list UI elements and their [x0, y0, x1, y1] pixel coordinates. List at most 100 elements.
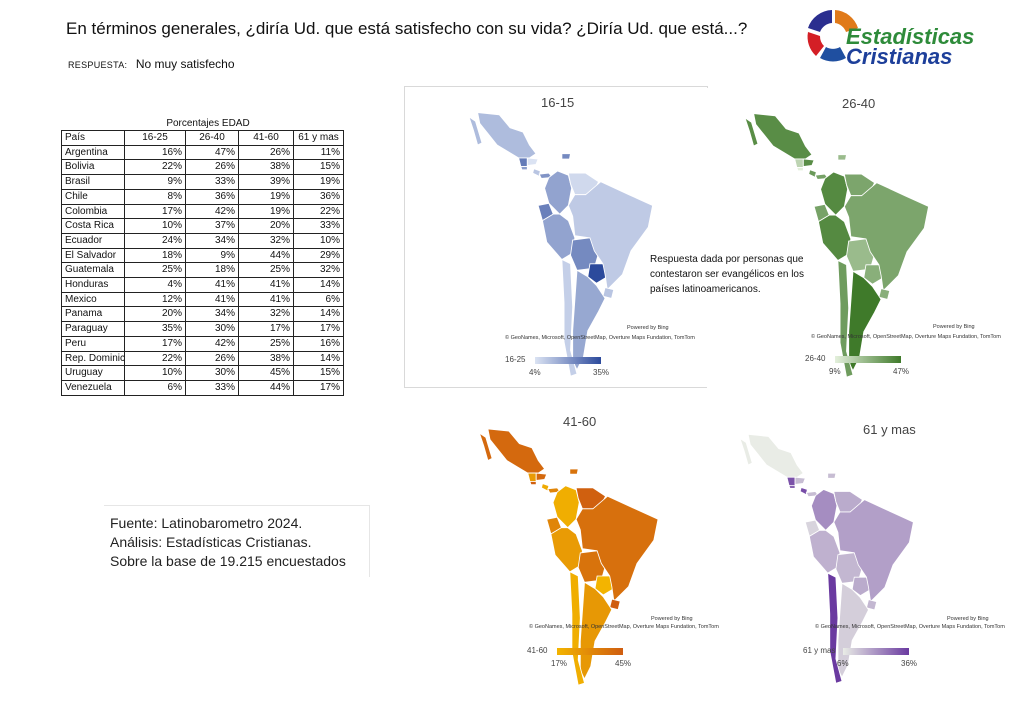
value-cell: 18%: [185, 262, 239, 279]
powered-by-label: Powered by Bing: [933, 324, 975, 330]
value-cell: 15%: [293, 365, 344, 381]
country-uruguay: [865, 599, 878, 611]
legend-color-scale: [843, 648, 909, 655]
value-cell: 12%: [124, 291, 186, 308]
country-uruguay: [602, 287, 615, 299]
country-rep-dominicana: [827, 472, 837, 479]
value-cell: 36%: [185, 188, 239, 205]
value-cell: 17%: [124, 203, 186, 220]
country-paraguay: [863, 264, 884, 285]
country-mexico: [744, 113, 813, 160]
country-peru: [550, 527, 583, 573]
value-cell: 26%: [185, 350, 239, 367]
value-cell: 37%: [185, 218, 239, 234]
country-rep-dominicana: [561, 153, 572, 160]
value-cell: 32%: [238, 232, 294, 249]
powered-by-label: Powered by Bing: [947, 616, 989, 622]
legend-min: 6%: [837, 659, 849, 668]
legend-min: 9%: [829, 367, 841, 376]
value-cell: 4%: [124, 277, 186, 293]
powered-by-label: Powered by Bing: [651, 616, 693, 622]
table-row: Venezuela 6% 33% 44% 17%: [61, 379, 344, 396]
value-cell: 44%: [238, 247, 294, 264]
country-cell: Bolivia: [61, 159, 125, 176]
country-cell: El Salvador: [61, 247, 125, 264]
value-cell: 10%: [124, 365, 186, 381]
value-cell: 16%: [293, 335, 344, 352]
country-honduras: [535, 472, 548, 481]
country-cell: Paraguay: [61, 321, 125, 337]
response-row: RESPUESTA: No muy satisfecho: [68, 55, 235, 73]
country-guatemala: [518, 157, 528, 168]
country-cell: Argentina: [61, 144, 125, 161]
country-paraguay: [851, 576, 872, 597]
country-brasil: [567, 181, 654, 291]
value-cell: 14%: [293, 306, 344, 323]
country-honduras: [802, 158, 815, 168]
country-cell: Guatemala: [61, 262, 125, 279]
country-costa-rica: [532, 168, 541, 177]
value-cell: 22%: [293, 203, 344, 220]
value-cell: 19%: [238, 203, 294, 220]
country-cell: Honduras: [61, 277, 125, 293]
country-mexico: [478, 428, 546, 474]
value-cell: 25%: [124, 262, 186, 279]
value-cell: 34%: [185, 306, 239, 323]
country-rep-dominicana: [837, 154, 848, 161]
value-cell: 32%: [293, 262, 344, 279]
value-cell: 35%: [124, 321, 186, 337]
country-cell: Panama: [61, 306, 125, 323]
value-cell: 22%: [124, 350, 186, 367]
table-header-cell: País: [61, 130, 125, 146]
country-cell: Mexico: [61, 291, 125, 308]
choropleth-map: [468, 112, 654, 377]
country-el-salvador: [796, 167, 804, 172]
country-honduras: [794, 476, 806, 485]
value-cell: 19%: [238, 188, 294, 205]
country-peru: [541, 213, 576, 261]
value-cell: 17%: [293, 379, 344, 396]
table-row: Peru 17% 42% 25% 16%: [61, 335, 344, 352]
map-panel-4: 61 y mas Powered by Bing © GeoNames, Micro…: [733, 406, 1021, 684]
country-chile: [837, 259, 854, 378]
map-panel-1: 16-15 Powered by Bing © GeoNames, Microsof…: [404, 86, 708, 388]
country-chile: [561, 258, 578, 377]
value-cell: 20%: [124, 306, 186, 323]
country-brasil: [843, 182, 930, 292]
value-cell: 36%: [293, 188, 344, 205]
country-el-salvador: [520, 166, 528, 171]
country-cell: Rep. Dominicana: [61, 350, 125, 367]
value-cell: 11%: [293, 144, 344, 161]
table-row: Guatemala 25% 18% 25% 32%: [61, 262, 344, 279]
country-cell: Uruguay: [61, 365, 125, 381]
value-cell: 30%: [185, 321, 239, 337]
country-rep-dominicana: [569, 468, 579, 475]
value-cell: 34%: [185, 232, 239, 249]
evangelical-note: Respuesta dada por personas que contesta…: [650, 254, 804, 295]
value-cell: 29%: [293, 247, 344, 264]
country-cell: Colombia: [61, 203, 125, 220]
value-cell: 24%: [124, 232, 186, 249]
country-cell: Costa Rica: [61, 218, 125, 234]
legend-label: 16-25: [505, 355, 526, 364]
country-mexico: [739, 433, 804, 478]
powered-by-label: Powered by Bing: [627, 325, 669, 331]
table-row: Panama 20% 34% 32% 14%: [61, 306, 344, 323]
value-cell: 32%: [238, 306, 294, 323]
map-attribution: © GeoNames, Microsoft, OpenStreetMap, Ov…: [505, 335, 695, 341]
country-cell: Venezuela: [61, 379, 125, 396]
country-costa-rica: [799, 486, 808, 496]
value-cell: 39%: [238, 174, 294, 190]
age-percentages-table: País 16-25 26-40 41-60 61 y mas Argentina 16% 4…: [61, 130, 344, 396]
value-cell: 42%: [185, 203, 239, 220]
legend-color-scale: [557, 648, 623, 655]
value-cell: 25%: [238, 262, 294, 279]
legend-min: 17%: [551, 659, 568, 668]
table-row: Mexico 12% 41% 41% 6%: [61, 291, 344, 308]
value-cell: 17%: [293, 321, 344, 337]
legend-color-scale: [535, 357, 601, 364]
table-row: El Salvador 18% 9% 44% 29%: [61, 247, 344, 264]
table-row: Paraguay 35% 30% 17% 17%: [61, 321, 344, 337]
choropleth-map: [744, 113, 930, 378]
table-row: Brasil 9% 33% 39% 19%: [61, 174, 344, 190]
